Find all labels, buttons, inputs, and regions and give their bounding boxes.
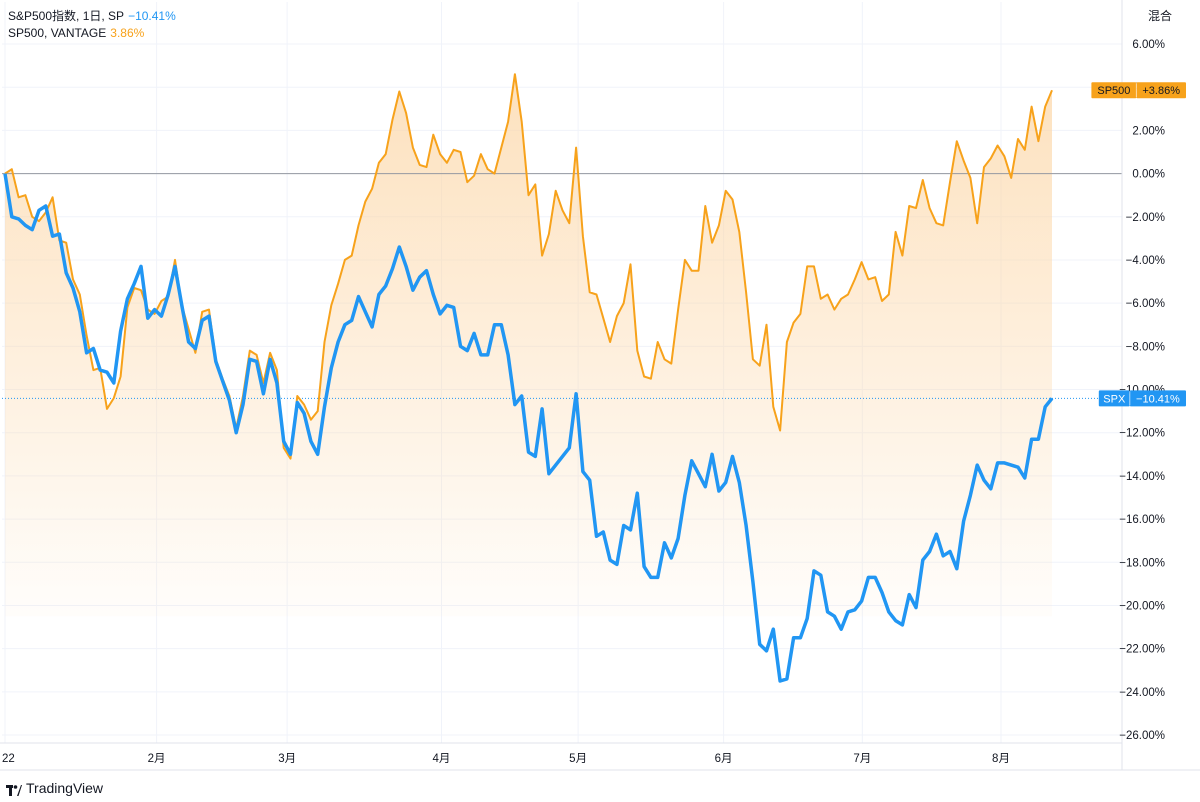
sp500-price-tag-label-bg xyxy=(1091,82,1137,99)
sp500-price-tag[interactable]: SP500 +3.86% xyxy=(1091,82,1186,99)
y-tick-label: −6.00% xyxy=(1126,298,1165,310)
legend-spx-name: S&P500指数, 1日, SP xyxy=(8,9,125,23)
sp500-price-tag-value: +3.86% xyxy=(1142,85,1180,97)
y-tick-label: −16.00% xyxy=(1119,514,1165,526)
x-tick-label: 3月 xyxy=(278,753,296,765)
sp500-area xyxy=(5,74,1052,617)
axes: 6.00%4.00%2.00%0.00%−2.00%−4.00%−6.00%−8… xyxy=(0,0,1200,771)
y-tick-label: −2.00% xyxy=(1126,212,1165,224)
y-tick-label: 0.00% xyxy=(1132,169,1165,181)
spx-price-tag-value-bg xyxy=(1129,390,1186,407)
y-tick-label: 2.00% xyxy=(1132,125,1165,137)
x-tick-label: 5月 xyxy=(569,753,587,765)
legend-sp500-name: SP500, VANTAGE xyxy=(8,26,107,40)
spx-price-tag-label-bg xyxy=(1098,390,1130,407)
legend-row-sp500[interactable]: SP500, VANTAGE 3.86% xyxy=(8,25,176,42)
y-tick-label: −24.00% xyxy=(1119,687,1165,699)
x-tick-label: 8月 xyxy=(992,753,1010,765)
legend-sp500-value: 3.86% xyxy=(110,26,145,40)
y-tick-label: −8.00% xyxy=(1126,341,1165,353)
sp500-area-fill xyxy=(5,74,1052,617)
tradingview-brand[interactable]: TradingView xyxy=(6,780,103,796)
y-tick-label: −4.00% xyxy=(1126,255,1165,267)
brand-text: TradingView xyxy=(26,780,104,796)
chart-legend: S&P500指数, 1日, SP −10.41% SP500, VANTAGE 3.… xyxy=(8,8,176,42)
y-tick-label: −26.00% xyxy=(1119,730,1165,742)
x-tick-label: 6月 xyxy=(715,753,733,765)
series-lines xyxy=(3,73,1054,683)
y-tick-label: 6.00% xyxy=(1132,39,1165,51)
y-tick-label: −20.00% xyxy=(1119,600,1165,612)
scale-mode-button[interactable]: 混合 xyxy=(1148,9,1173,23)
sp500-price-tag-label: SP500 xyxy=(1097,85,1130,97)
spx-price-tag-label: SPX xyxy=(1103,393,1126,405)
legend-spx-value: −10.41% xyxy=(128,9,176,23)
y-tick-label: −18.00% xyxy=(1119,557,1165,569)
spx-price-tag-value: −10.41% xyxy=(1136,393,1180,405)
series-line-spx[interactable] xyxy=(3,173,1054,683)
x-tick-label: 2月 xyxy=(148,753,166,765)
x-tick-label: 22 xyxy=(2,753,15,765)
tradingview-logo-icon xyxy=(6,783,22,796)
legend-row-spx[interactable]: S&P500指数, 1日, SP −10.41% xyxy=(8,8,176,25)
y-tick-label: −22.00% xyxy=(1119,644,1165,656)
sp500-price-tag-value-bg xyxy=(1136,82,1186,99)
spx-price-tag[interactable]: SPX −10.41% xyxy=(1098,390,1186,407)
x-tick-label: 7月 xyxy=(853,753,871,765)
price-tags: SP500 +3.86% SPX −10.41% xyxy=(1091,82,1186,407)
y-tick-label: −12.00% xyxy=(1119,428,1165,440)
zero-baseline xyxy=(2,173,1122,399)
x-tick-label: 4月 xyxy=(433,753,451,765)
y-tick-label: −14.00% xyxy=(1119,471,1165,483)
